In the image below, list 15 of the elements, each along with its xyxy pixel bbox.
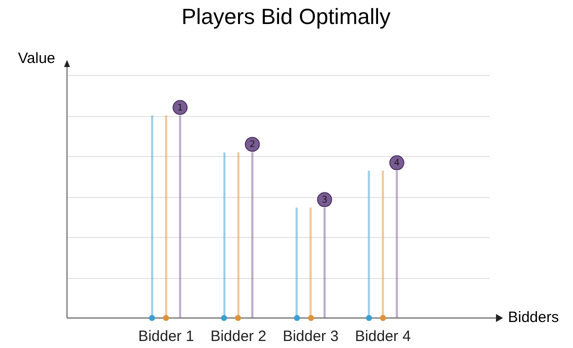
text: Bidders [508, 309, 559, 326]
x-tick-label: Bidder 1 [138, 328, 194, 346]
bar [396, 170, 398, 318]
chart-title: Players Bid Optimally [181, 4, 391, 30]
x-tick-label: Bidder 2 [210, 328, 266, 346]
text: Value [18, 50, 56, 68]
annotation: 4 [394, 158, 400, 169]
annotation: 2 [249, 140, 256, 150]
bar [251, 152, 254, 318]
bar [324, 208, 326, 318]
x-tick-label: Bidder 4 [354, 328, 411, 346]
annotation: 1 [177, 103, 183, 114]
annotation: 3 [322, 195, 328, 206]
x-tick-label: Bidder 3 [282, 328, 339, 346]
bar [179, 116, 182, 318]
